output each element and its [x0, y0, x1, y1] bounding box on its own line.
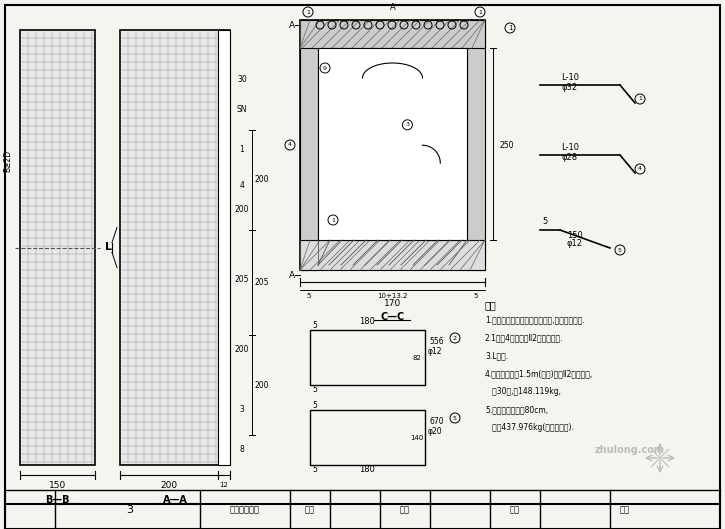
Text: zhulong.com: zhulong.com	[595, 445, 665, 455]
Text: 150: 150	[567, 231, 583, 240]
Text: 170: 170	[384, 299, 401, 308]
Text: 5: 5	[312, 386, 318, 395]
Bar	[300, 20, 318, 270]
Text: φ12: φ12	[567, 240, 583, 249]
Bar	[310, 330, 425, 385]
Text: 1: 1	[240, 145, 244, 154]
Text: 3: 3	[405, 122, 410, 127]
Text: 4.在地面上下各1.5m(左右)范围Ⅱ2号螺纹筋,: 4.在地面上下各1.5m(左右)范围Ⅱ2号螺纹筋,	[485, 369, 593, 379]
Text: 1: 1	[306, 10, 310, 14]
Text: 审核: 审核	[510, 506, 520, 515]
Text: 205: 205	[254, 278, 269, 287]
Text: 设计: 设计	[305, 506, 315, 515]
Text: 5: 5	[542, 217, 547, 226]
Text: 9: 9	[323, 66, 327, 70]
Text: 图号: 图号	[620, 506, 630, 515]
Bar	[310, 410, 425, 465]
Text: 30: 30	[237, 76, 247, 85]
Text: 4: 4	[288, 142, 292, 148]
Text: 5: 5	[312, 400, 318, 409]
Text: C—C: C—C	[381, 312, 405, 322]
Text: 2.1号、4号筋采用Ⅱ2号螺纹钢筋.: 2.1号、4号筋采用Ⅱ2号螺纹钢筋.	[485, 333, 563, 342]
Text: 总重437.976kg(含确定副眶).: 总重437.976kg(含确定副眶).	[485, 424, 574, 433]
Text: A: A	[389, 4, 395, 13]
Text: 5: 5	[618, 248, 622, 252]
Text: 1: 1	[331, 217, 335, 223]
Text: 670: 670	[430, 417, 444, 426]
Text: 3.L混凝.: 3.L混凝.	[485, 351, 508, 360]
Bar	[318, 48, 467, 240]
Text: 1: 1	[478, 10, 482, 14]
Bar	[120, 30, 230, 465]
Text: 3: 3	[126, 505, 133, 515]
Text: 4: 4	[638, 167, 642, 171]
Bar	[300, 20, 485, 48]
Text: 3: 3	[239, 406, 244, 415]
Text: L-10: L-10	[561, 142, 579, 151]
Bar	[467, 20, 485, 270]
Text: 5.安装前逐块竖距80cm,: 5.安装前逐块竖距80cm,	[485, 406, 548, 415]
Text: 共30根,共148.119kg,: 共30根,共148.119kg,	[485, 388, 561, 397]
Text: SN: SN	[237, 105, 247, 114]
Text: 82: 82	[413, 354, 421, 360]
Text: 150: 150	[49, 480, 66, 489]
Text: 复核: 复核	[400, 506, 410, 515]
Text: 2: 2	[453, 335, 457, 341]
Text: 5: 5	[312, 466, 318, 475]
Text: 8: 8	[240, 445, 244, 454]
Text: 200: 200	[254, 380, 269, 389]
Text: A: A	[289, 21, 295, 30]
Text: 200: 200	[254, 176, 269, 185]
Text: A—A: A—A	[162, 495, 187, 505]
Text: L: L	[104, 242, 112, 252]
Text: 淡水混凝土图: 淡水混凝土图	[230, 506, 260, 515]
Text: 1: 1	[507, 25, 513, 31]
Text: 250: 250	[500, 141, 514, 150]
Text: 180: 180	[360, 466, 376, 475]
Text: 200: 200	[235, 205, 249, 214]
Text: 200: 200	[235, 345, 249, 354]
Text: 556: 556	[430, 338, 444, 346]
Text: 12: 12	[220, 482, 228, 488]
Text: 备注: 备注	[485, 300, 497, 310]
Bar	[20, 30, 95, 465]
Text: L-10: L-10	[561, 72, 579, 81]
Text: 5: 5	[307, 293, 311, 299]
Text: B≥2D: B≥2D	[4, 149, 12, 171]
Text: 1.未注尺寸均按设计图尺寸施工,其余见标准图.: 1.未注尺寸均按设计图尺寸施工,其余见标准图.	[485, 315, 585, 324]
Text: 4: 4	[239, 180, 244, 189]
Text: 10+13.2: 10+13.2	[377, 293, 407, 299]
Text: φ20: φ20	[428, 427, 442, 436]
Text: 5: 5	[312, 321, 318, 330]
Text: 140: 140	[410, 434, 423, 441]
Text: 200: 200	[160, 480, 178, 489]
Text: B—B: B—B	[45, 495, 70, 505]
Text: 180: 180	[360, 317, 376, 326]
Text: 1: 1	[638, 96, 642, 102]
Text: φ12: φ12	[428, 348, 442, 357]
Text: A: A	[289, 270, 295, 279]
Text: φ28: φ28	[562, 153, 578, 162]
Text: 5: 5	[474, 293, 479, 299]
Text: 5: 5	[453, 415, 457, 421]
Bar	[218, 30, 230, 465]
Text: φ32: φ32	[562, 84, 578, 93]
Bar	[300, 20, 485, 270]
Bar	[300, 240, 485, 270]
Text: 205: 205	[235, 276, 249, 285]
